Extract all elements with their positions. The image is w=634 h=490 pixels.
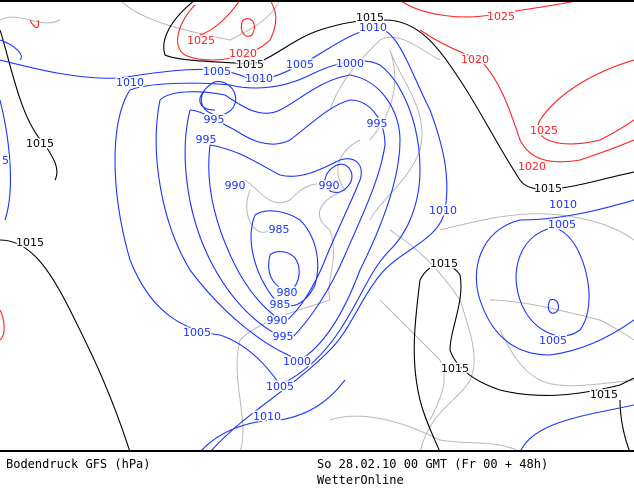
isobar-label: 1015 xyxy=(16,236,44,249)
isobar-label: 990 xyxy=(319,179,340,192)
isobar-label: 995 xyxy=(367,117,388,130)
isobar-label: 1000 xyxy=(336,57,364,70)
isobar-label: 1015 xyxy=(590,388,618,401)
isobar-label: 980 xyxy=(277,286,298,299)
isobar-label: 1015 xyxy=(236,58,264,71)
isobar-label: 1010 xyxy=(429,204,457,217)
isobar-label: 1025 xyxy=(187,34,215,47)
isobar-label: 985 xyxy=(270,298,291,311)
isobar-label: 1005 xyxy=(266,380,294,393)
isobar-label: 1015 xyxy=(430,257,458,270)
coastlines xyxy=(0,0,634,452)
isobar-label: 1020 xyxy=(461,53,489,66)
isobar-label: 985 xyxy=(269,223,290,236)
isobar-label: 1010 xyxy=(245,72,273,85)
isobar-label: 1010 xyxy=(359,21,387,34)
isobar-label: 1015 xyxy=(534,182,562,195)
isobar-label: 1015 xyxy=(26,137,54,150)
source-credit: WetterOnline xyxy=(317,473,404,487)
isobars-high xyxy=(0,0,634,341)
isobar-label: 1015 xyxy=(441,362,469,375)
isobar-label: 995 xyxy=(196,133,217,146)
isobar-label: 1010 xyxy=(116,76,144,89)
isobar-label: 1005 xyxy=(539,334,567,347)
isobar-label: 995 xyxy=(273,330,294,343)
valid-time: So 28.02.10 00 GMT (Fr 00 + 48h) xyxy=(317,457,549,471)
pressure-map: 1015 1015 1015 1015 1015 1015 1015 1015 1025 1020… xyxy=(0,0,634,452)
isobar-label: 1005 xyxy=(183,326,211,339)
isobar-label: 1020 xyxy=(229,47,257,60)
isobar-label: 1010 xyxy=(549,198,577,211)
isobar-label: 995 xyxy=(204,113,225,126)
isobar-label: 1005 xyxy=(203,65,231,78)
isobar-label: 1025 xyxy=(530,124,558,137)
isobar-label: 1010 xyxy=(253,410,281,423)
isobars-1015 xyxy=(0,0,634,452)
isobar-label: 990 xyxy=(225,179,246,192)
isobar-label: 1020 xyxy=(518,160,546,173)
isobar-label: 1000 xyxy=(283,355,311,368)
isobars-low xyxy=(0,27,634,452)
map-title: Bodendruck GFS (hPa) xyxy=(6,457,151,471)
isobar-label: 990 xyxy=(267,314,288,327)
isobar-label: 1005 xyxy=(286,58,314,71)
contour-labels: 1015 1015 1015 1015 1015 1015 1015 1015 1025 1020… xyxy=(1,9,620,425)
isobar-label: 5 xyxy=(2,154,9,167)
isobar-label: 1005 xyxy=(548,218,576,231)
isobar-label: 1025 xyxy=(487,10,515,23)
isobar-label: 1015 xyxy=(356,11,384,24)
